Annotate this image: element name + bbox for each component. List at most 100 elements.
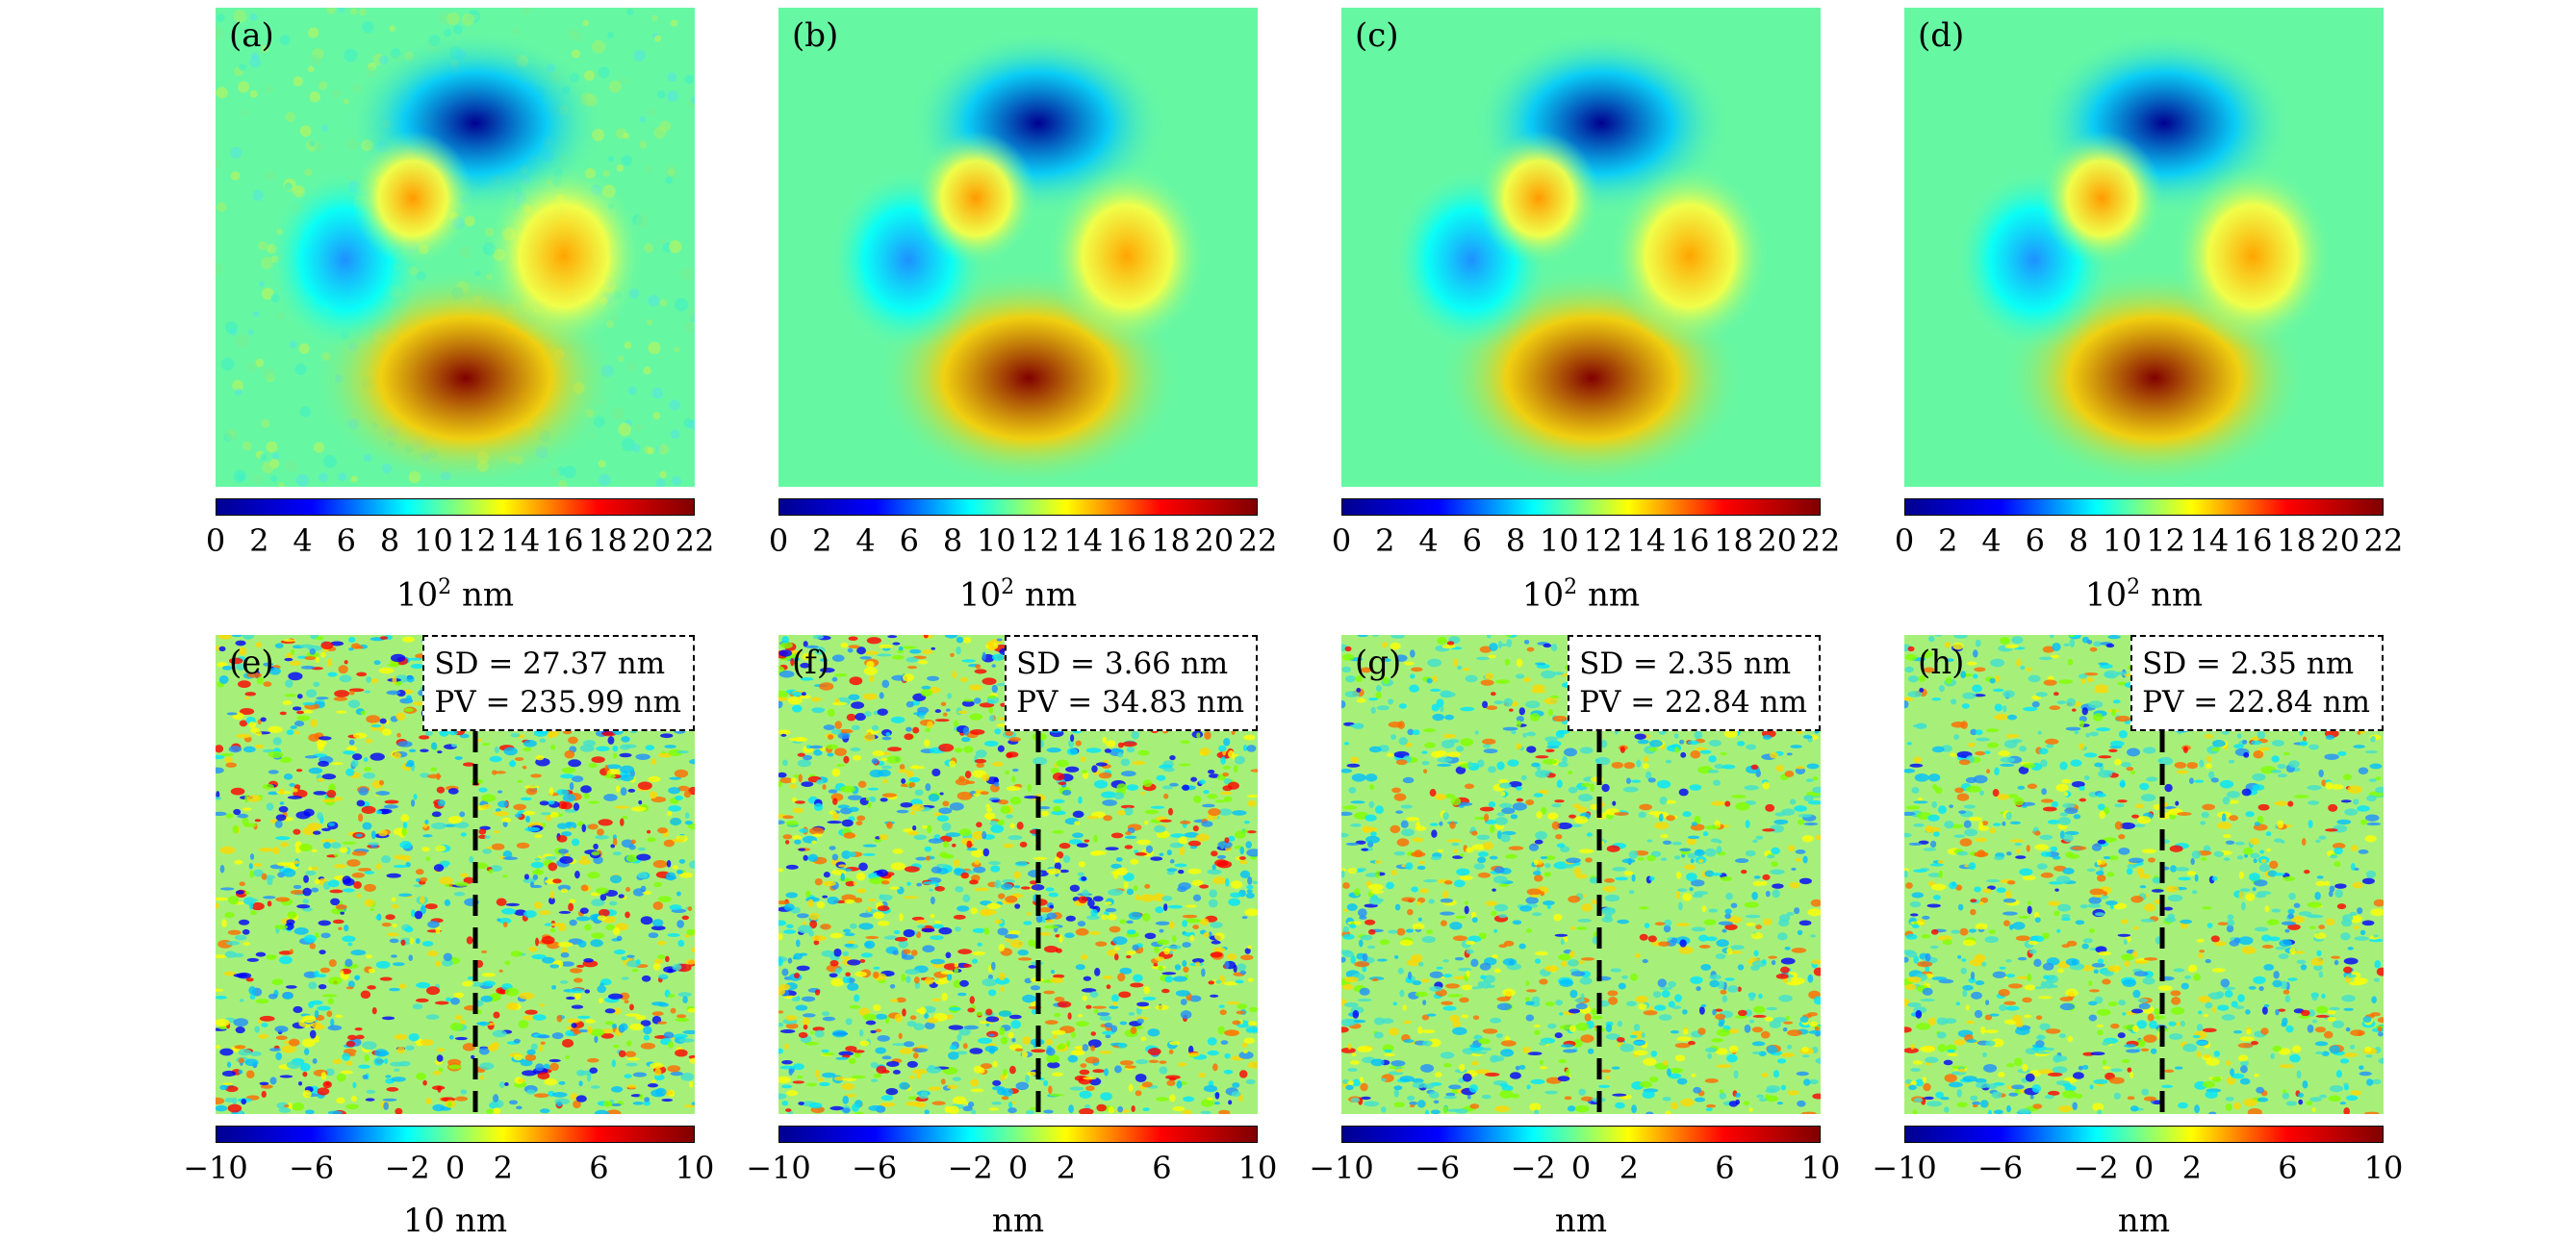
panel-h-heatmap: (h) SD = 2.35 nm PV = 22.84 nm	[1904, 635, 2384, 1114]
panel-f-label: (f)	[792, 644, 830, 682]
panel-b-tick-label: 4	[855, 522, 876, 559]
panel-d-tick-label: 0	[1894, 522, 1915, 559]
panel-h-tick-label: −6	[1977, 1150, 2024, 1186]
panel-b-image	[778, 8, 1258, 487]
panel-e-tick-label: 10	[675, 1150, 715, 1186]
panel-e-heatmap: (e) SD = 27.37 nm PV = 235.99 nm	[216, 635, 695, 1114]
panel-d-unit-base: 10	[2084, 575, 2128, 615]
panel-g-tick-label: −6	[1415, 1150, 1461, 1186]
panel-d-tick-label: 12	[2146, 522, 2185, 559]
panel-d-label: (d)	[1918, 16, 1965, 55]
panel-d-tick-label: 18	[2277, 522, 2316, 559]
panel-e-tick-label: −2	[384, 1150, 430, 1186]
panel-c-tick-label: 8	[1505, 522, 1526, 559]
panel-d-heatmap: (d)	[1904, 8, 2384, 487]
panel-f-tick-label: 6	[1152, 1150, 1172, 1186]
panel-e-sd-text: SD = 27.37 nm	[434, 646, 666, 681]
panel-g-tick-label: 6	[1715, 1150, 1735, 1186]
panel-h-tick-label: −2	[2073, 1150, 2119, 1186]
panel-e-tick-label: 6	[589, 1150, 609, 1186]
panel-b-tick-label: 2	[812, 522, 832, 559]
panel-b-unit-base: 10	[958, 575, 1002, 615]
panel-c-tick-label: 2	[1375, 522, 1395, 559]
panel-g-label: (g)	[1355, 644, 1402, 682]
panel-b-colorbar	[778, 498, 1258, 516]
panel-c-unit-text: nm	[1587, 575, 1641, 615]
panel-d-tick-label: 20	[2320, 522, 2360, 559]
panel-a-unit-text: nm	[461, 575, 515, 615]
panel-h-label: (h)	[1918, 644, 1965, 682]
panel-h-colorbar-label: nm	[1904, 1204, 2384, 1237]
panel-b-tick-label: 14	[1063, 522, 1104, 559]
panel-c-tick-label: 20	[1757, 522, 1798, 559]
panel-c-tick-label: 12	[1583, 522, 1622, 559]
panel-e-colorbar-label: 10 nm	[216, 1204, 695, 1237]
panel-f-tick-label: 2	[1056, 1150, 1076, 1186]
panel-g-unit-text: nm	[1554, 1202, 1608, 1240]
panel-c-label: (c)	[1355, 16, 1399, 55]
panel-d-unit-exponent: 2	[2127, 575, 2141, 599]
panel-c-tick-label: 16	[1670, 522, 1710, 559]
panel-c-unit-exponent: 2	[1564, 575, 1578, 599]
panel-c-unit-base: 10	[1521, 575, 1565, 615]
panel-a-label: (a)	[229, 16, 274, 55]
panel-h-pv-text: PV = 22.84 nm	[2142, 685, 2370, 720]
panel-e-pv-text: PV = 235.99 nm	[434, 685, 681, 720]
panel-f-tick-label: 10	[1237, 1150, 1278, 1186]
panel-g-tick-label: 2	[1619, 1150, 1639, 1186]
panel-f-pv-text: PV = 34.83 nm	[1016, 685, 1244, 720]
panel-h-tick-label: 0	[2133, 1150, 2155, 1186]
panel-e-colorbar-ticks: −10 −6 −2 0 2 6 10	[183, 1150, 714, 1191]
panel-b-tick-label: 8	[942, 522, 963, 559]
panel-a-unit-base: 10	[395, 575, 439, 615]
panel-g-tick-label: 0	[1570, 1150, 1592, 1186]
panel-d-image	[1904, 8, 2384, 487]
panel-f-colorbar-label: nm	[778, 1204, 1258, 1237]
panel-h-unit-text: nm	[2117, 1202, 2171, 1240]
panel-f-stats-box: SD = 3.66 nm PV = 34.83 nm	[1005, 635, 1258, 731]
panel-f-sd-text: SD = 3.66 nm	[1016, 646, 1229, 681]
panel-e-label: (e)	[229, 644, 274, 682]
panel-b-label: (b)	[792, 16, 839, 55]
panel-h-tick-label: 10	[2363, 1150, 2404, 1186]
panel-b-unit-exponent: 2	[1001, 575, 1015, 599]
panel-c-tick-label: 14	[1626, 522, 1667, 559]
panel-b-tick-label: 22	[1237, 522, 1278, 559]
panel-a-unit-exponent: 2	[438, 575, 452, 599]
panel-h-stats-box: SD = 2.35 nm PV = 22.84 nm	[2130, 635, 2384, 731]
panel-d-tick-label: 16	[2232, 522, 2273, 559]
panel-a-image	[216, 8, 695, 487]
panel-a-tick-label: 6	[336, 522, 356, 559]
panel-d-tick-label: 10	[2103, 522, 2142, 559]
panel-a-tick-label: 4	[293, 522, 313, 559]
panel-g-tick-label: −2	[1510, 1150, 1556, 1186]
panel-g-colorbar	[1341, 1126, 1821, 1143]
panel-g-colorbar-label: nm	[1341, 1204, 1821, 1237]
panel-c-colorbar	[1341, 498, 1821, 516]
panel-g-tick-label: 10	[1800, 1150, 1841, 1186]
panel-d-colorbar-ticks: 0 2 4 6 8 10 12 14 16 18 20 22	[1895, 522, 2404, 564]
panel-d-tick-label: 2	[1938, 522, 1958, 559]
panel-f-colorbar-ticks: −10 −6 −2 0 2 6 10	[746, 1150, 1277, 1191]
panel-g-colorbar-ticks: −10 −6 −2 0 2 6 10	[1309, 1150, 1840, 1191]
panel-b-tick-label: 6	[899, 522, 919, 559]
panel-e-stats-box: SD = 27.37 nm PV = 235.99 nm	[422, 635, 695, 731]
panel-h-colorbar-ticks: −10 −6 −2 0 2 6 10	[1872, 1150, 2403, 1191]
panel-e-colorbar	[216, 1126, 695, 1143]
panel-b-tick-label: 0	[768, 522, 789, 559]
panel-e-tick-label: −6	[289, 1150, 335, 1186]
panel-e-tick-label: −10	[183, 1150, 248, 1186]
panel-d-tick-label: 14	[2189, 522, 2230, 559]
panel-g-stats-box: SD = 2.35 nm PV = 22.84 nm	[1568, 635, 1821, 731]
panel-d-colorbar	[1904, 498, 2384, 516]
panel-a-colorbar-label: 102 nm	[216, 575, 695, 615]
panel-f-unit-text: nm	[991, 1202, 1045, 1240]
panel-a-tick-label: 12	[457, 522, 497, 559]
panel-d-tick-label: 22	[2363, 522, 2404, 559]
panel-f-tick-label: −2	[947, 1150, 993, 1186]
panel-d-tick-label: 8	[2068, 522, 2089, 559]
panel-c-image	[1341, 8, 1821, 487]
panel-a-colorbar-ticks: 0 2 4 6 8 10 12 14 16 18 20 22	[206, 522, 715, 564]
panel-h-tick-label: −10	[1872, 1150, 1937, 1186]
panel-a-colorbar	[216, 498, 695, 516]
